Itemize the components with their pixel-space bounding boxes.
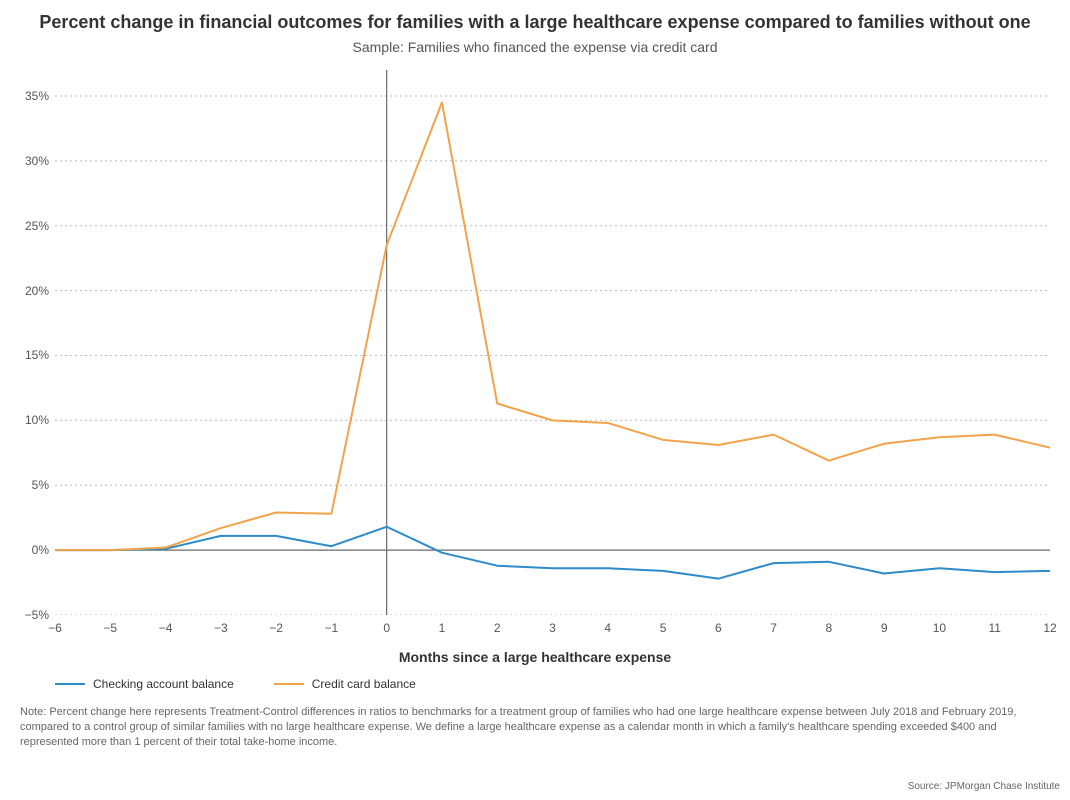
series-line	[55, 102, 1050, 550]
x-tick-label: 0	[377, 621, 397, 635]
x-tick-label: 7	[764, 621, 784, 635]
y-tick-label: 35%	[25, 89, 49, 103]
x-tick-label: 4	[598, 621, 618, 635]
legend-swatch	[55, 683, 85, 685]
legend-item: Checking account balance	[55, 677, 234, 691]
x-tick-label: 10	[929, 621, 949, 635]
x-axis-label: Months since a large healthcare expense	[0, 649, 1070, 665]
y-tick-label: 25%	[25, 219, 49, 233]
x-tick-label: 12	[1040, 621, 1060, 635]
legend-swatch	[274, 683, 304, 685]
y-tick-label: 10%	[25, 413, 49, 427]
y-tick-label: 20%	[25, 284, 49, 298]
y-tick-label: 15%	[25, 348, 49, 362]
chart-note: Note: Percent change here represents Tre…	[20, 705, 1050, 750]
chart-source: Source: JPMorgan Chase Institute	[908, 781, 1060, 792]
y-tick-label: 5%	[32, 478, 49, 492]
x-tick-label: 8	[819, 621, 839, 635]
x-tick-label: 9	[874, 621, 894, 635]
y-tick-label: 0%	[32, 543, 49, 557]
legend-label: Checking account balance	[93, 677, 234, 691]
legend-label: Credit card balance	[312, 677, 416, 691]
x-tick-label: −6	[45, 621, 65, 635]
x-tick-label: −2	[266, 621, 286, 635]
x-tick-label: 3	[543, 621, 563, 635]
x-tick-label: −1	[321, 621, 341, 635]
x-tick-label: 6	[708, 621, 728, 635]
chart-svg	[55, 70, 1050, 615]
y-tick-label: −5%	[25, 608, 49, 622]
x-tick-label: 2	[487, 621, 507, 635]
chart-area	[55, 70, 1050, 615]
x-tick-label: −5	[100, 621, 120, 635]
x-tick-label: −3	[211, 621, 231, 635]
legend-item: Credit card balance	[274, 677, 416, 691]
chart-subtitle: Sample: Families who financed the expens…	[0, 39, 1070, 55]
x-tick-label: 5	[653, 621, 673, 635]
legend: Checking account balance Credit card bala…	[55, 677, 416, 691]
x-tick-label: 11	[985, 621, 1005, 635]
y-tick-label: 30%	[25, 154, 49, 168]
chart-title: Percent change in financial outcomes for…	[0, 0, 1070, 33]
x-tick-label: 1	[432, 621, 452, 635]
x-tick-label: −4	[156, 621, 176, 635]
